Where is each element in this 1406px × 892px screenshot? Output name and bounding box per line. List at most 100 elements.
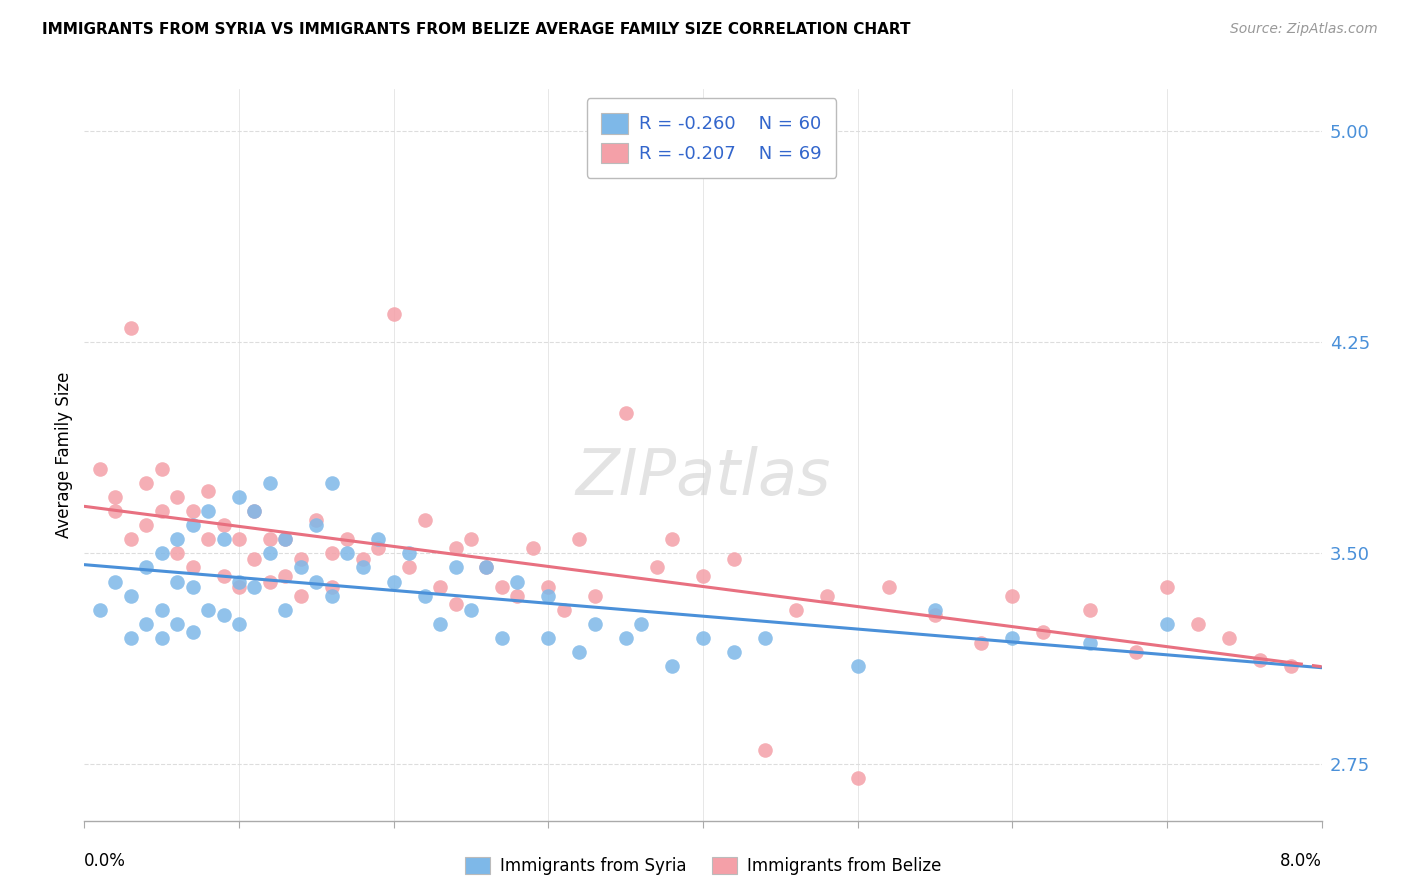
Point — [1218, 631, 1240, 645]
Text: 8.0%: 8.0% — [1279, 852, 1322, 870]
Text: Source: ZipAtlas.com: Source: ZipAtlas.com — [1230, 22, 1378, 37]
Point — [429, 616, 451, 631]
Point — [166, 546, 188, 560]
Point — [924, 602, 946, 616]
Point — [212, 533, 235, 547]
Point — [1156, 616, 1178, 631]
Point — [924, 608, 946, 623]
Point — [259, 533, 281, 547]
Point — [336, 546, 359, 560]
Point — [120, 631, 142, 645]
Point — [243, 504, 266, 518]
Point — [475, 560, 498, 574]
Point — [120, 533, 142, 547]
Point — [367, 533, 389, 547]
Point — [150, 462, 173, 476]
Point — [274, 602, 297, 616]
Point — [460, 533, 482, 547]
Point — [1001, 589, 1024, 603]
Point — [166, 490, 188, 504]
Point — [290, 552, 312, 566]
Point — [537, 580, 560, 594]
Point — [120, 321, 142, 335]
Point — [723, 645, 745, 659]
Point — [228, 533, 250, 547]
Point — [583, 589, 606, 603]
Point — [212, 569, 235, 583]
Point — [1001, 631, 1024, 645]
Point — [846, 659, 869, 673]
Point — [785, 602, 807, 616]
Point — [398, 560, 420, 574]
Point — [89, 462, 111, 476]
Point — [1156, 580, 1178, 594]
Point — [181, 560, 204, 574]
Point — [692, 569, 714, 583]
Point — [181, 625, 204, 640]
Point — [135, 616, 157, 631]
Point — [877, 580, 900, 594]
Point — [568, 533, 591, 547]
Point — [321, 580, 343, 594]
Point — [228, 580, 250, 594]
Point — [1078, 602, 1101, 616]
Text: IMMIGRANTS FROM SYRIA VS IMMIGRANTS FROM BELIZE AVERAGE FAMILY SIZE CORRELATION : IMMIGRANTS FROM SYRIA VS IMMIGRANTS FROM… — [42, 22, 911, 37]
Point — [506, 574, 529, 589]
Point — [352, 552, 374, 566]
Point — [120, 589, 142, 603]
Point — [506, 589, 529, 603]
Point — [537, 589, 560, 603]
Point — [135, 476, 157, 491]
Point — [754, 631, 776, 645]
Point — [630, 616, 652, 631]
Point — [243, 504, 266, 518]
Point — [259, 476, 281, 491]
Point — [259, 546, 281, 560]
Point — [150, 631, 173, 645]
Point — [336, 533, 359, 547]
Point — [444, 560, 467, 574]
Point — [754, 743, 776, 757]
Point — [321, 589, 343, 603]
Point — [1249, 653, 1271, 667]
Point — [305, 513, 328, 527]
Point — [1187, 616, 1209, 631]
Point — [290, 560, 312, 574]
Point — [197, 484, 219, 499]
Point — [614, 406, 637, 420]
Point — [166, 574, 188, 589]
Legend: R = -0.260    N = 60, R = -0.207    N = 69: R = -0.260 N = 60, R = -0.207 N = 69 — [586, 98, 837, 178]
Point — [398, 546, 420, 560]
Point — [150, 504, 173, 518]
Point — [382, 307, 405, 321]
Point — [321, 546, 343, 560]
Point — [228, 574, 250, 589]
Point — [228, 616, 250, 631]
Point — [413, 513, 436, 527]
Point — [537, 631, 560, 645]
Point — [259, 574, 281, 589]
Point — [243, 580, 266, 594]
Point — [444, 541, 467, 555]
Y-axis label: Average Family Size: Average Family Size — [55, 372, 73, 538]
Point — [352, 560, 374, 574]
Point — [181, 518, 204, 533]
Point — [444, 597, 467, 611]
Point — [212, 518, 235, 533]
Point — [568, 645, 591, 659]
Point — [491, 631, 513, 645]
Point — [522, 541, 544, 555]
Point — [1125, 645, 1147, 659]
Point — [367, 541, 389, 555]
Point — [475, 560, 498, 574]
Point — [104, 504, 127, 518]
Point — [321, 476, 343, 491]
Point — [89, 602, 111, 616]
Point — [197, 504, 219, 518]
Point — [228, 490, 250, 504]
Point — [491, 580, 513, 594]
Point — [212, 608, 235, 623]
Point — [181, 504, 204, 518]
Point — [429, 580, 451, 594]
Point — [135, 560, 157, 574]
